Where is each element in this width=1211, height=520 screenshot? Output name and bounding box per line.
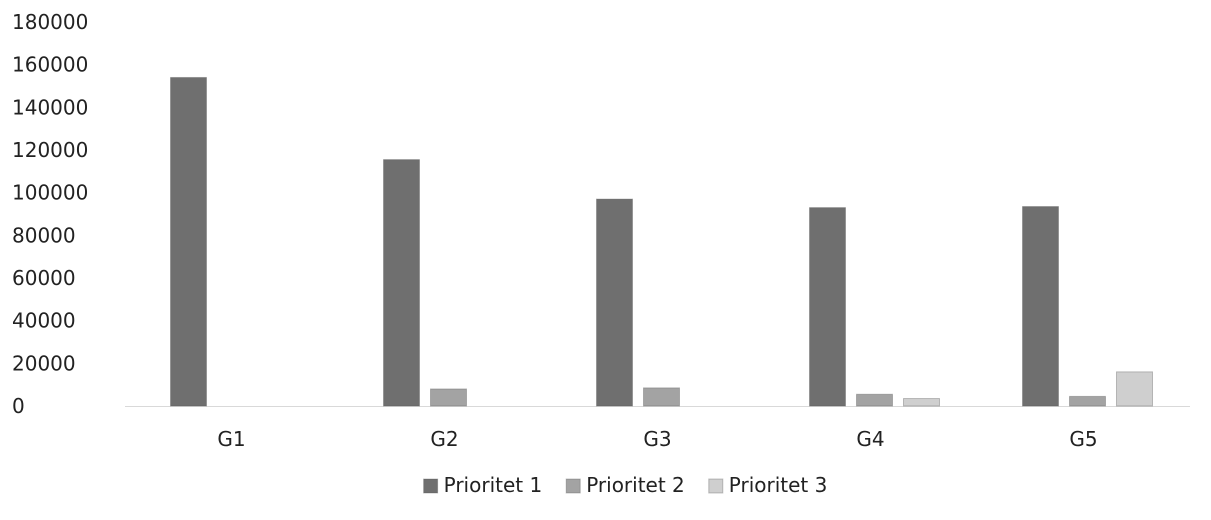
y-axis: 0 20000 40000 60000 80000 100000 120000 140000 1… (12, 10, 88, 418)
y-tick-label: 100000 (12, 181, 88, 205)
y-tick-label: 80000 (12, 223, 76, 247)
y-tick-label: 160000 (12, 53, 88, 77)
x-category-label: G4 (856, 427, 884, 451)
x-category-label: G2 (430, 427, 458, 451)
bar-prioritet-1-g4 (809, 207, 846, 407)
bar-prioritet-2-g5 (1069, 395, 1106, 407)
bar-prioritet-2-g2 (430, 388, 467, 407)
bar-prioritet-2-g4 (856, 393, 893, 407)
legend-swatch (708, 478, 724, 494)
bar-prioritet-1-g3 (596, 198, 633, 407)
bar-prioritet-3-g4 (903, 398, 940, 407)
x-category-label: G5 (1069, 427, 1097, 451)
legend-swatch (423, 478, 439, 494)
legend-item: Prioritet 2 (565, 473, 685, 497)
y-tick-label: 40000 (12, 309, 76, 333)
legend-swatch (565, 478, 581, 494)
legend-label: Prioritet 1 (444, 473, 543, 497)
y-tick-label: 0 (12, 394, 25, 418)
bar-prioritet-3-g5 (1116, 371, 1153, 407)
x-axis: G1 G2 G3 G4 G5 (217, 427, 1097, 451)
x-category-label: G1 (217, 427, 245, 451)
y-tick-label: 120000 (12, 138, 88, 162)
legend-item: Prioritet 3 (708, 473, 828, 497)
bars (170, 76, 1153, 407)
y-tick-label: 60000 (12, 266, 76, 290)
legend: Prioritet 1 Prioritet 2 Prioritet 3 (423, 473, 828, 497)
legend-label: Prioritet 2 (586, 473, 685, 497)
bar-prioritet-1-g1 (170, 76, 207, 407)
bar-prioritet-1-g2 (383, 159, 420, 407)
legend-item: Prioritet 1 (423, 473, 543, 497)
x-category-label: G3 (643, 427, 671, 451)
bar-prioritet-1-g5 (1022, 206, 1059, 407)
legend-label: Prioritet 3 (729, 473, 828, 497)
y-tick-label: 20000 (12, 351, 76, 375)
y-tick-label: 180000 (12, 10, 88, 34)
bar-prioritet-2-g3 (643, 387, 680, 407)
y-tick-label: 140000 (12, 95, 88, 119)
